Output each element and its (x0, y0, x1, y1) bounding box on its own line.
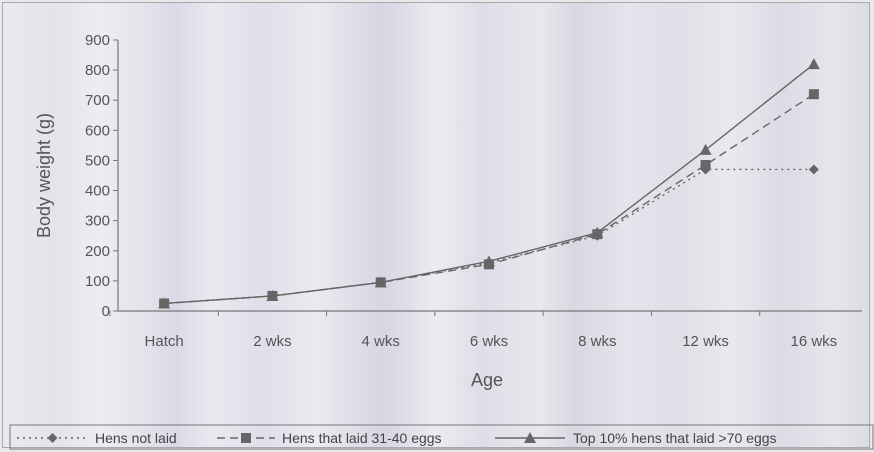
y-tick-label: 900 (85, 32, 110, 49)
y-tick-label: 100 (85, 273, 110, 290)
y-tick-label: 400 (85, 183, 110, 200)
data-point (374, 276, 387, 288)
y-tick-label: 300 (85, 213, 110, 230)
x-axis: Hatch 2 wks 4 wks 6 wks 8 wks 12 wks 16 wks (109, 310, 862, 350)
y-tick-label: 0 (102, 303, 110, 320)
x-axis-title: Age (471, 370, 503, 390)
series-line (164, 93, 815, 305)
legend-label: Top 10% hens that laid >70 eggs (573, 430, 777, 446)
y-tick-label: 500 (85, 152, 110, 169)
x-tick-label: Hatch (145, 333, 184, 350)
x-tick-label: 6 wks (470, 333, 508, 350)
legend-item: Hens not laid (17, 430, 177, 446)
x-tick-label: 16 wks (791, 333, 838, 350)
y-tick-label: 600 (85, 122, 110, 139)
series-triangle (158, 58, 820, 309)
data-point (807, 58, 820, 70)
series-diamond (159, 164, 819, 309)
legend-label: Hens not laid (95, 430, 177, 446)
y-tick-label: 700 (85, 92, 110, 109)
legend-marker (47, 433, 58, 443)
data-point (700, 159, 711, 170)
x-tick-label: 12 wks (682, 333, 729, 350)
data-point (266, 289, 279, 301)
series-layer (158, 58, 820, 309)
data-point (808, 164, 819, 175)
data-point (158, 297, 171, 309)
y-tick-label: 200 (85, 243, 110, 260)
series-square (159, 89, 819, 309)
legend-item: Top 10% hens that laid >70 eggs (495, 430, 777, 446)
y-axis-title: Body weight (g) (34, 113, 54, 238)
x-tick-label: 2 wks (253, 333, 291, 350)
legend-marker (241, 433, 251, 443)
data-point (808, 89, 819, 100)
legend: Hens not laid Hens that laid 31-40 eggs To… (9, 424, 874, 450)
x-tick-label: 8 wks (578, 333, 616, 350)
legend-box (9, 424, 874, 450)
data-point (699, 143, 712, 155)
legend-item: Hens that laid 31-40 eggs (217, 430, 442, 446)
series-line (164, 168, 814, 305)
legend-label: Hens that laid 31-40 eggs (282, 430, 442, 446)
y-axis: 0 100 200 300 400 500 600 700 800 900 (85, 32, 119, 320)
data-point (483, 255, 495, 267)
chart-frame (2, 2, 870, 448)
x-tick-label: 4 wks (362, 333, 400, 350)
data-point (591, 226, 604, 238)
legend-marker (524, 432, 536, 443)
y-tick-label: 800 (85, 62, 110, 79)
